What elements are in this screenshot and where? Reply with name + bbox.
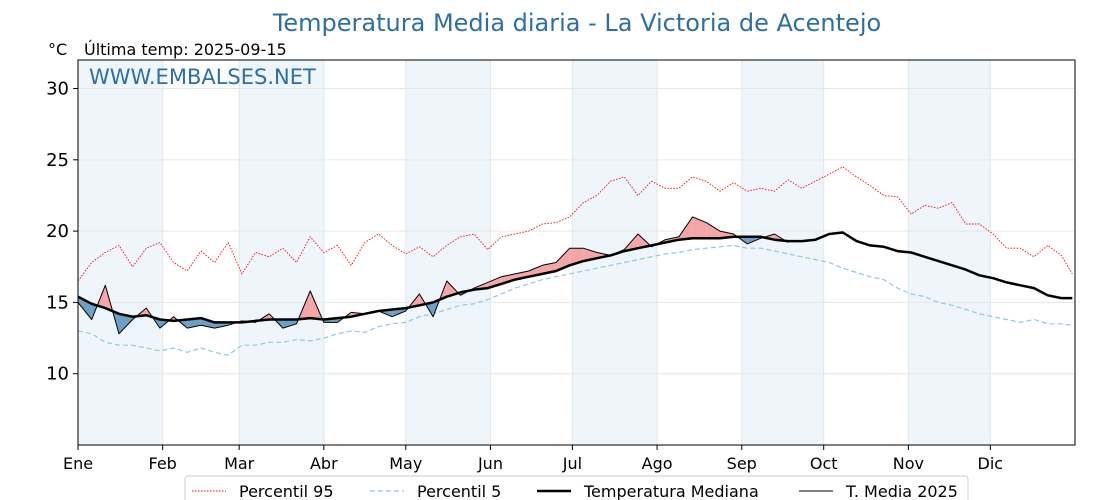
- legend-median-label: Temperatura Mediana: [583, 482, 759, 500]
- anomaly-fill-segment: [487, 276, 502, 289]
- x-tick-label-abr: Abr: [310, 454, 338, 473]
- month-bands: [78, 60, 991, 445]
- x-axis: Ene Feb Mar Abr May Jun Jul Ago Sep Oct Nov Dic: [63, 445, 1003, 473]
- plot-frame: [77, 59, 1076, 446]
- y-tick-label-10: 10: [46, 364, 69, 385]
- series-line-t-media-2025: [77, 216, 789, 335]
- anomaly-fill-segment: [692, 216, 707, 239]
- chart-title: Temperatura Media diaria - La Victoria d…: [272, 9, 881, 37]
- month-band-nov: [908, 60, 991, 445]
- x-tick-label-sep: Sep: [727, 454, 757, 473]
- x-tick-label-ago: Ago: [642, 454, 673, 473]
- anomaly-fill-segment: [706, 222, 720, 239]
- x-tick-label-nov: Nov: [893, 454, 924, 473]
- month-band-may: [405, 60, 491, 445]
- series-lines: [77, 166, 1073, 356]
- anomaly-fill-segment: [214, 322, 229, 329]
- series-line-percentil-95: [77, 166, 1073, 282]
- x-tick-label-ene: Ene: [63, 454, 93, 473]
- anomaly-fill-segment: [282, 319, 297, 329]
- legend: Percentil 95 Percentil 5 Temperatura Med…: [184, 475, 969, 500]
- legend-box: [184, 475, 969, 500]
- anomaly-fill-segment: [118, 313, 133, 334]
- x-tick-label-mar: Mar: [224, 454, 255, 473]
- unit-label: °C: [48, 40, 67, 59]
- legend-p5-label: Percentil 5: [417, 482, 501, 500]
- series-line-temperatura-mediana: [77, 231, 1073, 324]
- y-tick-label-25: 25: [46, 150, 69, 171]
- x-tick-label-dic: Dic: [978, 454, 1004, 473]
- watermark: WWW.EMBALSES.NET: [89, 65, 316, 89]
- x-tick-label-feb: Feb: [149, 454, 177, 473]
- x-tick-label-may: May: [389, 454, 422, 473]
- y-tick-label-30: 30: [46, 79, 69, 100]
- legend-p95-label: Percentil 95: [239, 482, 334, 500]
- month-band-ene: [78, 60, 163, 445]
- x-tick-label-jun: Jun: [477, 454, 503, 473]
- last-temp-label: Última temp: 2025-09-15: [84, 40, 287, 59]
- legend-2025-label: T. Media 2025: [845, 482, 958, 500]
- x-tick-label-jul: Jul: [562, 454, 582, 473]
- y-axis: 10 15 20 25 30: [46, 79, 78, 385]
- y-tick-label-15: 15: [46, 292, 69, 313]
- x-tick-label-oct: Oct: [810, 454, 838, 473]
- y-tick-label-20: 20: [46, 221, 69, 242]
- month-band-mar: [239, 60, 324, 445]
- anomaly-fill-segment: [556, 248, 570, 272]
